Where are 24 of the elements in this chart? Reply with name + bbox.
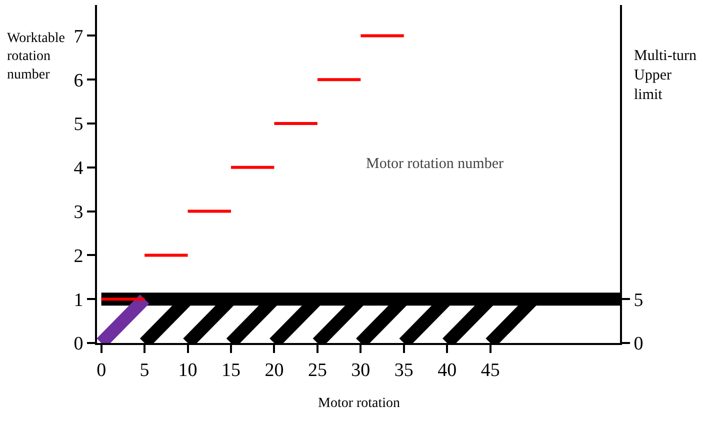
x-tick-label: 5 bbox=[140, 360, 150, 381]
x-tick-label: 15 bbox=[221, 360, 240, 381]
y2-tick-label: 0 bbox=[634, 334, 644, 355]
x-tick-label: 25 bbox=[308, 360, 327, 381]
y-tick-label: 6 bbox=[74, 70, 84, 92]
y2-tick-label: 5 bbox=[634, 290, 644, 311]
x-tick-label: 45 bbox=[480, 360, 500, 381]
x-axis-title: Motor rotation bbox=[318, 396, 400, 411]
y-axis-title: Worktable rotation number bbox=[7, 31, 65, 82]
x-tick-label: 0 bbox=[96, 360, 106, 381]
x-tick-label: 20 bbox=[264, 360, 284, 381]
y-tick-label: 4 bbox=[74, 158, 84, 180]
y2-axis-title: Multi-turn Upper limit bbox=[634, 48, 697, 103]
y-tick-label: 5 bbox=[74, 114, 84, 136]
y-tick-label: 2 bbox=[74, 246, 84, 267]
x-tick-label: 35 bbox=[394, 360, 414, 381]
y-tick-label: 7 bbox=[74, 26, 84, 48]
y-tick-label: 0 bbox=[74, 334, 84, 355]
x-tick-label: 10 bbox=[178, 360, 198, 381]
y-tick-label: 3 bbox=[74, 202, 84, 223]
x-tick-label: 30 bbox=[351, 360, 370, 381]
x-tick-label: 40 bbox=[438, 360, 457, 381]
annotation: Motor rotation number bbox=[366, 156, 504, 172]
y-tick-label: 1 bbox=[74, 290, 84, 311]
